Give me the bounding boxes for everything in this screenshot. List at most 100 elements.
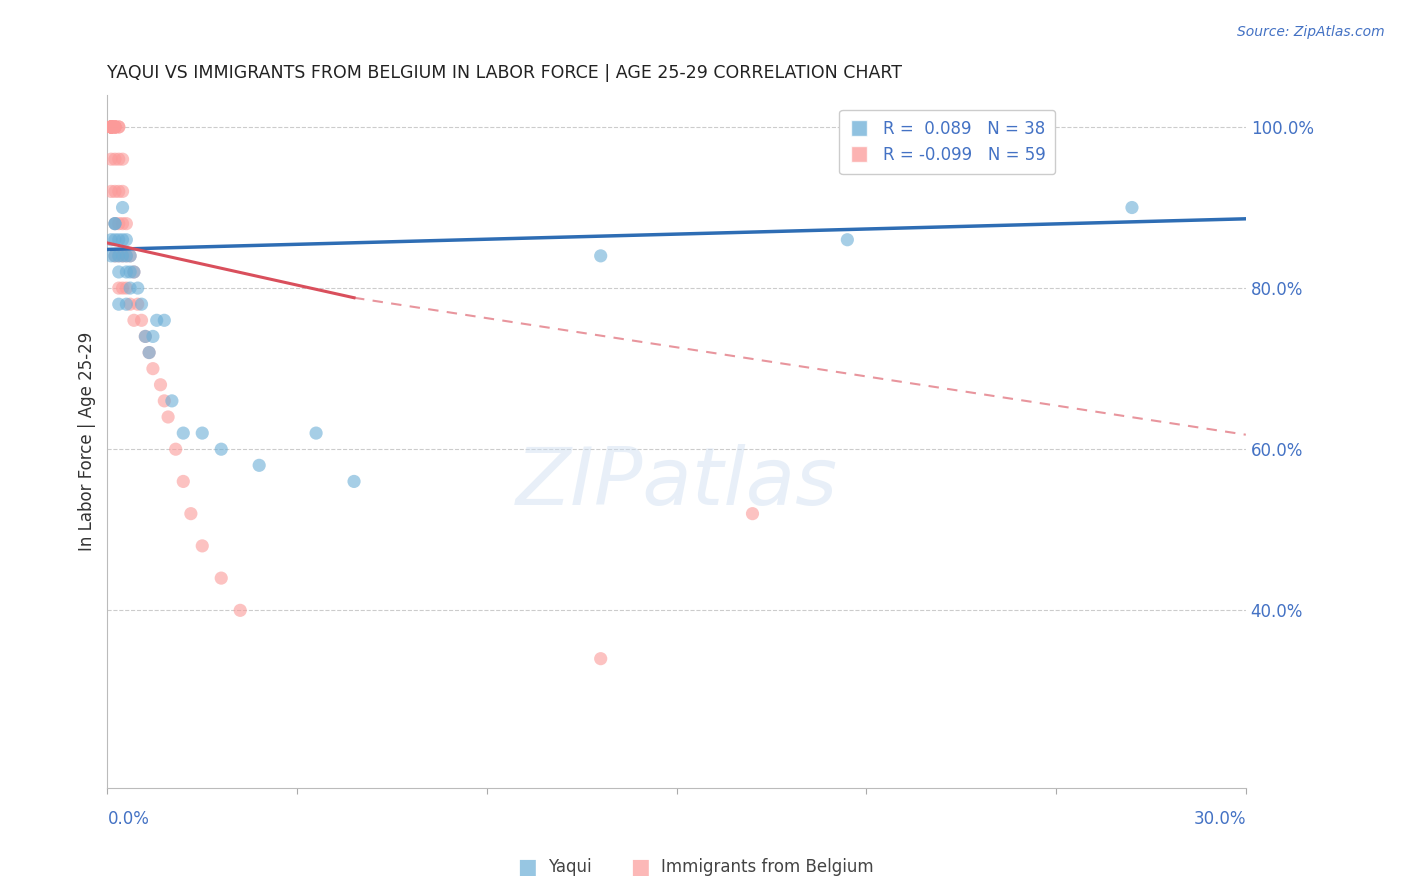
Point bbox=[172, 475, 194, 489]
Point bbox=[111, 185, 134, 199]
Point bbox=[153, 393, 176, 408]
Point bbox=[100, 120, 122, 134]
Point bbox=[172, 426, 194, 441]
Point bbox=[165, 442, 187, 457]
Point bbox=[111, 201, 134, 215]
Point bbox=[157, 409, 180, 424]
Y-axis label: In Labor Force | Age 25-29: In Labor Force | Age 25-29 bbox=[79, 332, 96, 550]
Point bbox=[122, 313, 145, 327]
Point bbox=[1121, 201, 1143, 215]
Point bbox=[120, 297, 142, 311]
Point bbox=[122, 265, 145, 279]
Point bbox=[115, 265, 138, 279]
Point bbox=[104, 217, 127, 231]
Point bbox=[191, 426, 214, 441]
Text: ZIPatlas: ZIPatlas bbox=[516, 443, 838, 522]
Point bbox=[149, 377, 172, 392]
Point bbox=[107, 120, 129, 134]
Point bbox=[100, 120, 122, 134]
Point bbox=[122, 265, 145, 279]
Point bbox=[115, 281, 138, 295]
Point bbox=[107, 233, 129, 247]
Point bbox=[107, 281, 129, 295]
Point bbox=[111, 249, 134, 263]
Point bbox=[111, 281, 134, 295]
Point bbox=[138, 345, 160, 359]
Point bbox=[107, 297, 129, 311]
Point bbox=[100, 120, 122, 134]
Point bbox=[142, 361, 165, 376]
Point bbox=[104, 217, 127, 231]
Point bbox=[104, 120, 127, 134]
Point bbox=[127, 297, 149, 311]
Point bbox=[741, 507, 763, 521]
Point bbox=[107, 152, 129, 166]
Point bbox=[107, 249, 129, 263]
Point bbox=[134, 329, 156, 343]
Point bbox=[100, 185, 122, 199]
Text: ■: ■ bbox=[517, 857, 537, 877]
Point bbox=[837, 233, 859, 247]
Point bbox=[104, 233, 127, 247]
Point bbox=[305, 426, 328, 441]
Point bbox=[100, 249, 122, 263]
Point bbox=[100, 233, 122, 247]
Point bbox=[100, 152, 122, 166]
Point bbox=[111, 217, 134, 231]
Text: ■: ■ bbox=[630, 857, 650, 877]
Text: Yaqui: Yaqui bbox=[548, 858, 592, 876]
Point bbox=[120, 249, 142, 263]
Point bbox=[107, 217, 129, 231]
Point bbox=[131, 313, 153, 327]
Point bbox=[209, 442, 232, 457]
Point bbox=[111, 233, 134, 247]
Point bbox=[100, 120, 122, 134]
Point bbox=[153, 313, 176, 327]
Point bbox=[104, 120, 127, 134]
Point bbox=[160, 393, 183, 408]
Point bbox=[100, 120, 122, 134]
Point bbox=[104, 120, 127, 134]
Point bbox=[104, 120, 127, 134]
Point bbox=[104, 249, 127, 263]
Point bbox=[115, 217, 138, 231]
Legend: R =  0.089   N = 38, R = -0.099   N = 59: R = 0.089 N = 38, R = -0.099 N = 59 bbox=[839, 110, 1056, 174]
Point bbox=[104, 120, 127, 134]
Point bbox=[100, 120, 122, 134]
Point bbox=[142, 329, 165, 343]
Point bbox=[138, 345, 160, 359]
Point bbox=[191, 539, 214, 553]
Point bbox=[104, 217, 127, 231]
Text: 0.0%: 0.0% bbox=[107, 810, 149, 828]
Point bbox=[100, 120, 122, 134]
Point bbox=[107, 120, 129, 134]
Point bbox=[107, 265, 129, 279]
Point bbox=[104, 185, 127, 199]
Point bbox=[209, 571, 232, 585]
Point bbox=[111, 249, 134, 263]
Point bbox=[115, 249, 138, 263]
Point bbox=[115, 297, 138, 311]
Point bbox=[127, 281, 149, 295]
Point bbox=[120, 265, 142, 279]
Point bbox=[115, 233, 138, 247]
Point bbox=[134, 329, 156, 343]
Point bbox=[100, 120, 122, 134]
Point bbox=[100, 120, 122, 134]
Text: 30.0%: 30.0% bbox=[1194, 810, 1246, 828]
Point bbox=[180, 507, 202, 521]
Point bbox=[145, 313, 167, 327]
Point bbox=[343, 475, 366, 489]
Point bbox=[104, 120, 127, 134]
Point bbox=[229, 603, 252, 617]
Point bbox=[120, 281, 142, 295]
Text: Source: ZipAtlas.com: Source: ZipAtlas.com bbox=[1237, 25, 1385, 39]
Point bbox=[589, 651, 612, 665]
Point bbox=[247, 458, 270, 473]
Point bbox=[104, 152, 127, 166]
Point bbox=[107, 249, 129, 263]
Text: YAQUI VS IMMIGRANTS FROM BELGIUM IN LABOR FORCE | AGE 25-29 CORRELATION CHART: YAQUI VS IMMIGRANTS FROM BELGIUM IN LABO… bbox=[107, 64, 903, 82]
Point bbox=[120, 249, 142, 263]
Point bbox=[104, 249, 127, 263]
Point bbox=[115, 249, 138, 263]
